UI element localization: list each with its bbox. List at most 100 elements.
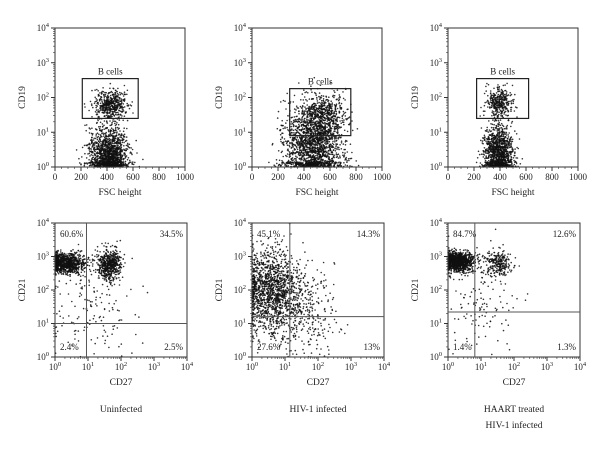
data-point: [318, 142, 320, 144]
data-point: [286, 120, 288, 122]
data-point: [493, 124, 495, 126]
data-point: [113, 149, 115, 151]
data-point: [92, 164, 94, 166]
data-point: [100, 126, 102, 128]
data-point: [123, 136, 125, 138]
data-point: [95, 111, 97, 113]
data-point: [112, 114, 114, 116]
data-point: [316, 143, 318, 145]
data-point: [337, 165, 339, 167]
data-point: [307, 152, 309, 154]
data-point: [519, 138, 521, 140]
data-point: [93, 157, 95, 159]
data-point: [103, 165, 105, 167]
data-point: [123, 159, 125, 161]
data-point: [299, 136, 301, 138]
data-point: [106, 99, 108, 101]
data-point: [324, 142, 326, 144]
data-point: [330, 118, 332, 120]
data-point: [303, 155, 305, 157]
data-point: [302, 121, 304, 123]
data-point: [116, 148, 118, 150]
data-point: [321, 117, 323, 119]
data-point: [106, 153, 108, 155]
data-point: [314, 143, 316, 145]
data-point: [105, 147, 107, 149]
data-point: [329, 146, 331, 148]
data-point: [335, 122, 337, 124]
data-point: [305, 164, 307, 166]
data-point: [307, 92, 309, 94]
data-point: [118, 124, 120, 126]
data-point: [94, 89, 96, 91]
data-point: [96, 142, 98, 144]
data-point: [116, 142, 118, 144]
data-point: [345, 141, 347, 143]
data-point: [94, 97, 96, 99]
data-point: [355, 160, 357, 162]
data-point: [290, 126, 292, 128]
data-point: [303, 114, 305, 116]
data-point: [322, 115, 324, 117]
data-point: [119, 130, 121, 132]
data-point: [102, 108, 104, 110]
data-point: [114, 115, 116, 117]
data-point: [123, 139, 125, 141]
data-point: [281, 137, 283, 139]
data-point: [119, 97, 121, 99]
data-point: [492, 119, 494, 121]
data-point: [97, 103, 99, 105]
y-tick-label: 104: [37, 22, 50, 33]
data-point: [331, 146, 333, 148]
data-point: [485, 160, 487, 162]
data-point: [97, 159, 99, 161]
data-point: [121, 133, 123, 135]
data-point: [298, 163, 300, 165]
data-point: [112, 120, 114, 122]
data-point: [321, 104, 323, 106]
data-point: [295, 165, 297, 167]
data-point: [120, 144, 122, 146]
data-point: [327, 120, 329, 122]
data-point: [307, 116, 309, 118]
data-point: [306, 125, 308, 127]
data-point: [105, 128, 107, 130]
data-point: [108, 129, 110, 131]
data-point: [326, 126, 328, 128]
data-point: [286, 93, 288, 95]
data-point: [307, 107, 309, 109]
data-point: [307, 155, 309, 157]
y-tick-label: 104: [234, 22, 247, 33]
data-point: [323, 95, 325, 97]
data-point: [334, 141, 336, 143]
data-point: [292, 144, 294, 146]
data-point: [296, 132, 298, 134]
data-point: [313, 119, 315, 121]
data-point: [101, 131, 103, 133]
data-point: [99, 137, 101, 139]
data-point: [89, 162, 91, 164]
data-point: [306, 130, 308, 132]
data-point: [123, 163, 125, 165]
data-point: [112, 94, 114, 96]
data-point: [312, 122, 314, 124]
x-tick-label: 600: [323, 172, 337, 182]
data-point: [323, 119, 325, 121]
data-point: [291, 152, 293, 154]
data-point: [105, 133, 107, 135]
data-point: [117, 145, 119, 147]
data-point: [107, 110, 109, 112]
data-point: [321, 106, 323, 108]
data-point: [508, 136, 510, 138]
data-point: [306, 113, 308, 115]
data-point: [105, 162, 107, 164]
data-point: [341, 120, 343, 122]
data-point: [119, 154, 121, 156]
data-point: [324, 122, 326, 124]
data-point: [340, 107, 342, 109]
data-point: [341, 103, 343, 105]
data-point: [109, 156, 111, 158]
data-point: [96, 147, 98, 149]
data-point: [488, 160, 490, 162]
